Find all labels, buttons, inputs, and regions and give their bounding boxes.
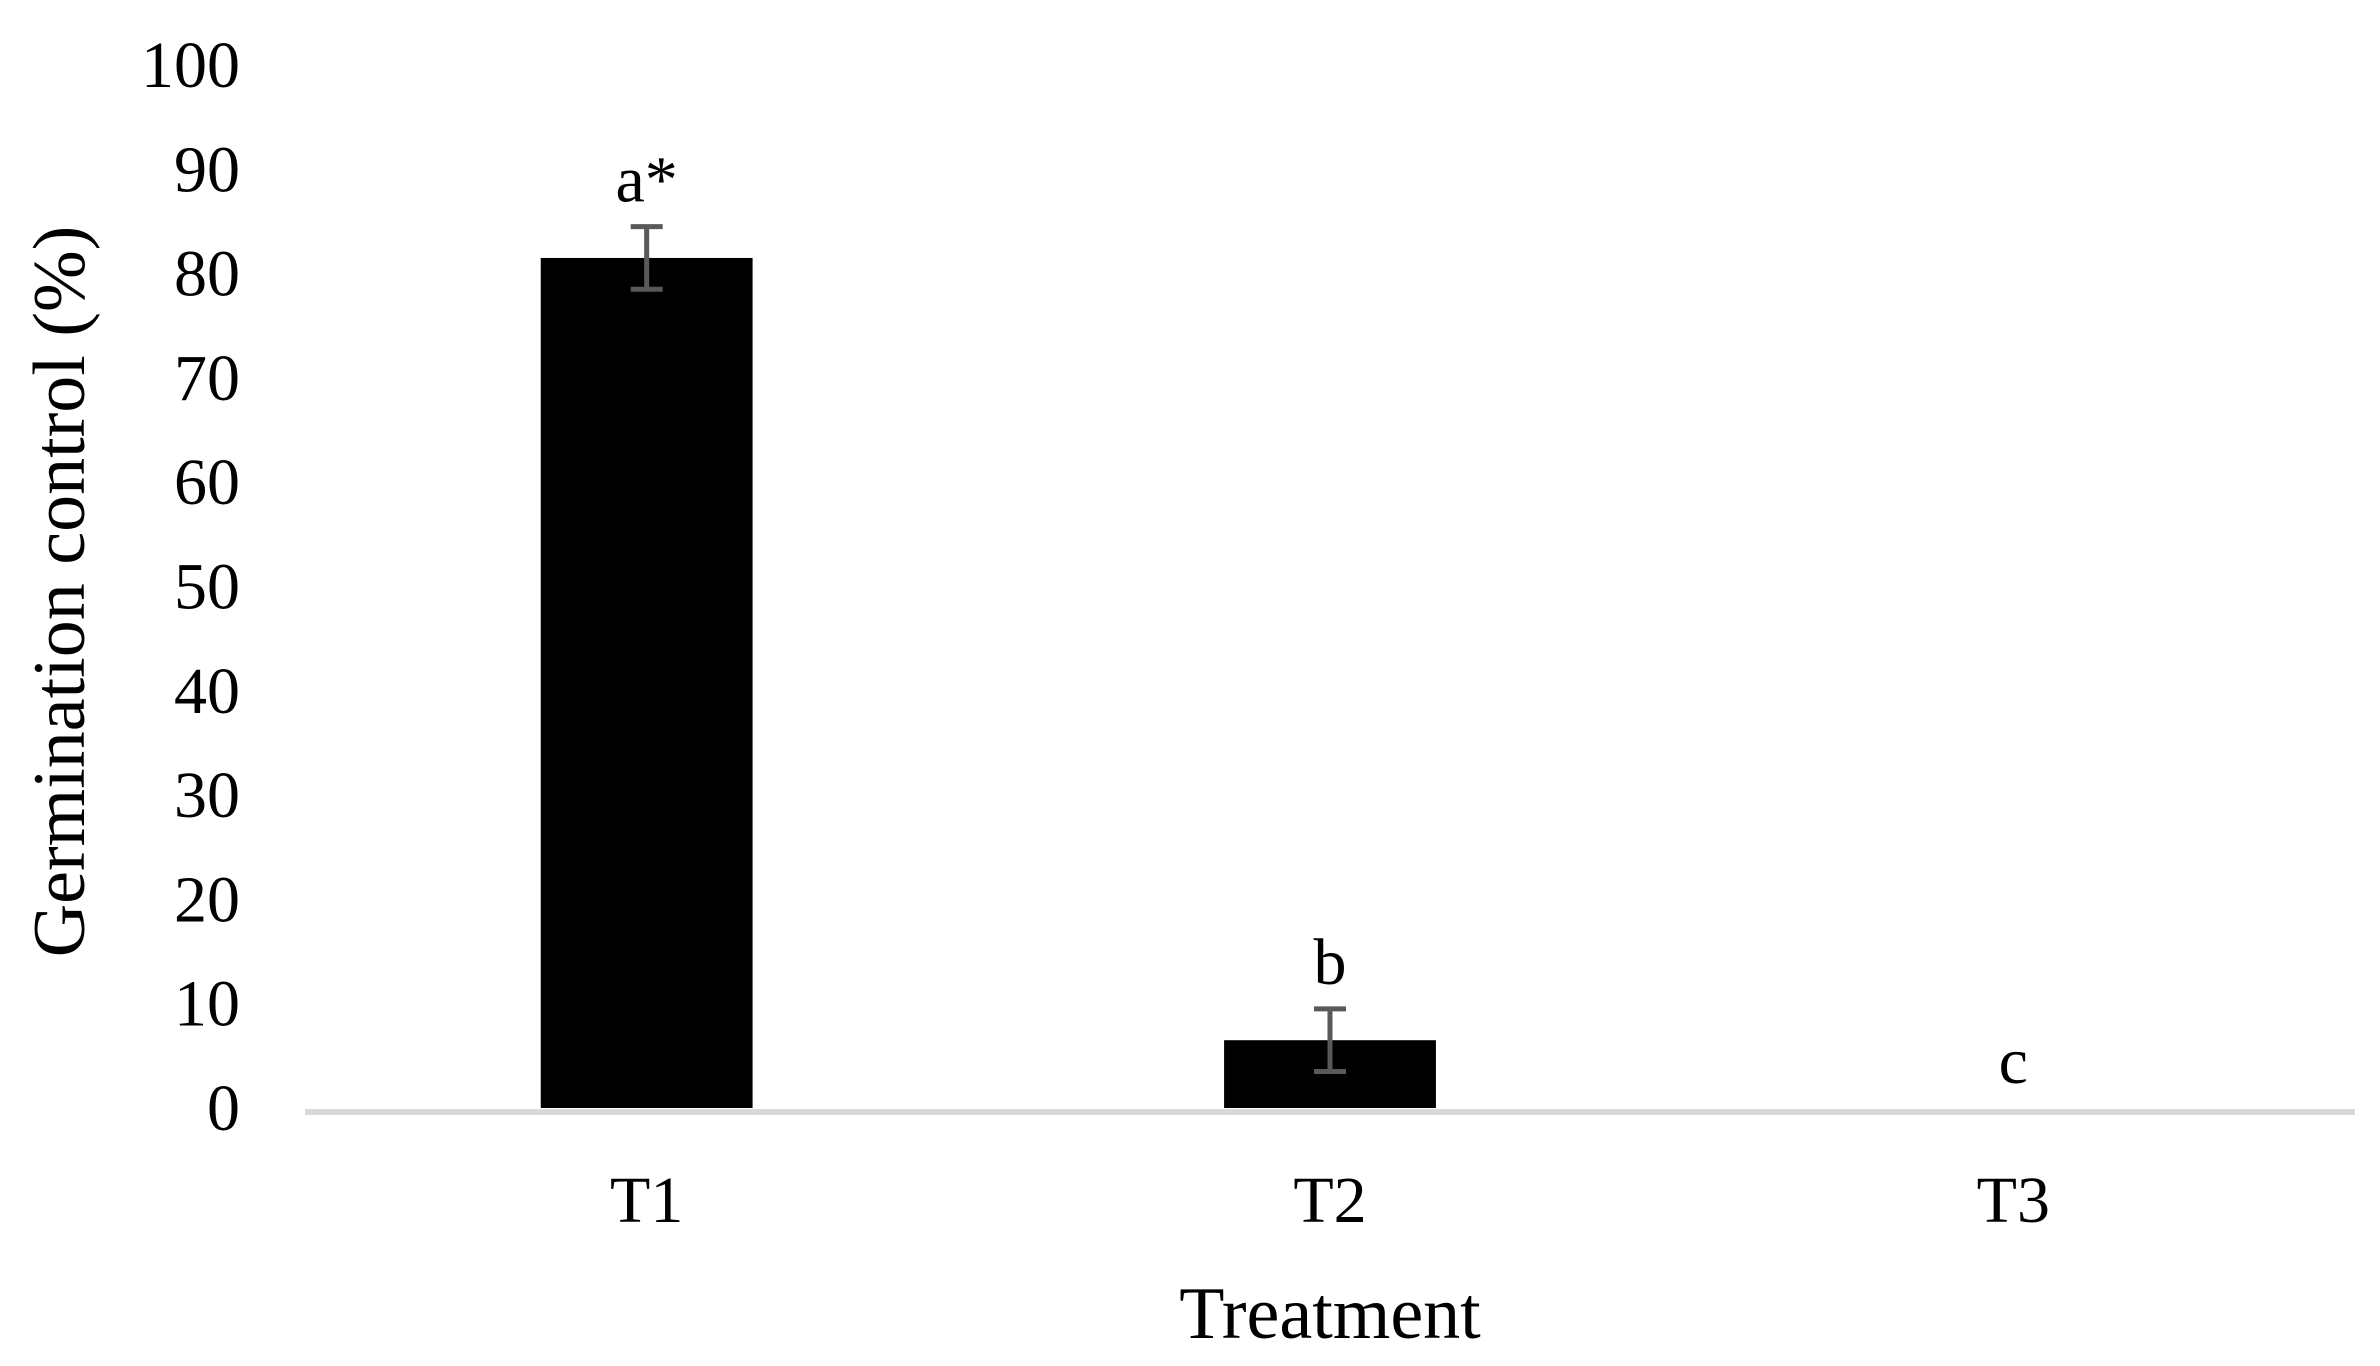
- significance-labels: a* b c: [616, 144, 2028, 1098]
- significance-label: a*: [616, 144, 678, 217]
- x-axis-tick-labels: T1 T2 T3: [610, 1164, 2050, 1237]
- x-tick-label: T2: [1293, 1164, 1366, 1237]
- y-tick-label: 0: [207, 1072, 240, 1145]
- bars: [540, 257, 1436, 1109]
- significance-label: c: [1999, 1025, 2028, 1098]
- x-tick-label: T3: [1977, 1164, 2050, 1237]
- y-tick-label: 70: [174, 342, 240, 415]
- x-tick-label: T1: [610, 1164, 683, 1237]
- y-tick-label: 40: [174, 655, 240, 728]
- y-axis-title: Germination control (%): [19, 226, 101, 958]
- x-axis-title: Treatment: [1179, 1273, 1481, 1355]
- y-tick-label: 90: [174, 133, 240, 206]
- error-bar-t1: [630, 224, 663, 292]
- error-bars: [630, 224, 1346, 1074]
- y-tick-label: 60: [174, 446, 240, 519]
- significance-label: b: [1314, 926, 1347, 999]
- y-axis-tick-labels: 0 10 20 30 40 50 60 70 80 90 100: [141, 29, 240, 1145]
- bar-t1: [540, 257, 753, 1109]
- y-tick-label: 50: [174, 551, 240, 624]
- y-tick-label: 10: [174, 968, 240, 1041]
- y-tick-label: 20: [174, 863, 240, 936]
- y-tick-label: 30: [174, 759, 240, 832]
- error-bar-t2: [1314, 1006, 1346, 1074]
- y-tick-label: 80: [174, 238, 240, 311]
- y-tick-label: 100: [141, 29, 240, 102]
